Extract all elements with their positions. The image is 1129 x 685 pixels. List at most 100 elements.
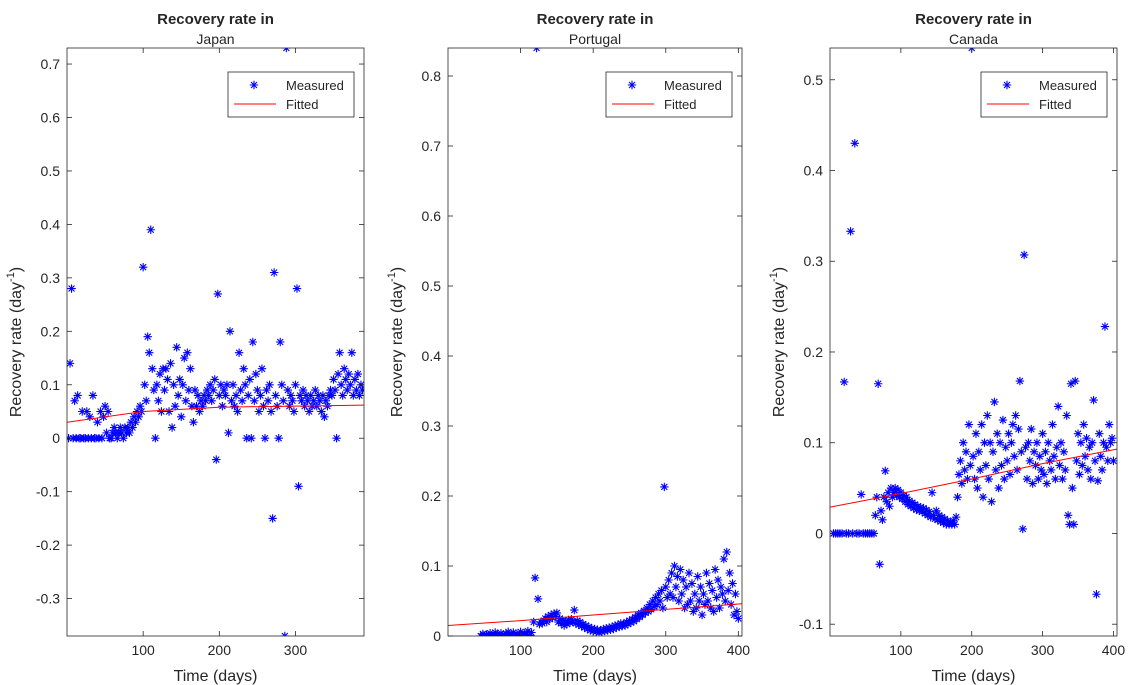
data-point bbox=[269, 268, 279, 277]
measured-series bbox=[476, 48, 742, 636]
chart-subtitle: Canada bbox=[949, 31, 998, 47]
data-point bbox=[323, 401, 332, 411]
data-point bbox=[298, 385, 308, 395]
data-point bbox=[663, 593, 672, 602]
data-point bbox=[306, 391, 315, 400]
data-point bbox=[584, 622, 594, 632]
data-point bbox=[1036, 465, 1046, 475]
x-tick-label: 100 bbox=[131, 642, 155, 658]
data-point bbox=[1055, 461, 1064, 470]
y-tick-label: 0.2 bbox=[804, 344, 824, 360]
legend-label-fitted: Fitted bbox=[286, 97, 319, 112]
data-point bbox=[538, 619, 547, 628]
data-point bbox=[1080, 452, 1090, 461]
data-point bbox=[997, 461, 1006, 470]
data-point bbox=[543, 612, 553, 621]
fitted-line bbox=[830, 448, 1117, 508]
data-point bbox=[1102, 443, 1111, 452]
data-point bbox=[927, 488, 937, 497]
data-point bbox=[196, 396, 206, 405]
data-point bbox=[571, 619, 580, 628]
data-point bbox=[998, 415, 1008, 425]
data-point bbox=[657, 586, 666, 595]
data-point bbox=[161, 364, 171, 373]
y-tick-label: 0.5 bbox=[804, 72, 824, 88]
data-point bbox=[575, 617, 585, 627]
data-point bbox=[315, 396, 325, 405]
data-point bbox=[545, 615, 554, 624]
y-tick-label: 0.7 bbox=[41, 56, 61, 72]
data-point bbox=[679, 575, 688, 585]
data-point bbox=[135, 401, 145, 411]
data-point bbox=[204, 391, 213, 400]
data-point bbox=[96, 407, 105, 416]
data-point bbox=[917, 507, 927, 516]
data-point bbox=[1063, 511, 1073, 520]
axes-box bbox=[447, 47, 743, 637]
data-point bbox=[724, 586, 733, 595]
data-point bbox=[1088, 438, 1097, 447]
data-point bbox=[205, 380, 215, 389]
data-point bbox=[192, 401, 201, 411]
plot-1: Recovery rate in Portugal 100 200 300 400 0 0.1… bbox=[386, 11, 750, 685]
data-point bbox=[873, 379, 883, 388]
data-point bbox=[1048, 420, 1057, 429]
data-point bbox=[169, 380, 178, 389]
y-tick-label: 0 bbox=[433, 628, 441, 644]
data-point bbox=[920, 509, 930, 518]
data-point bbox=[113, 434, 122, 443]
data-point bbox=[642, 603, 652, 613]
data-point bbox=[978, 492, 988, 502]
data-point bbox=[671, 582, 681, 592]
data-point bbox=[1027, 424, 1036, 434]
data-point bbox=[990, 397, 999, 407]
data-point bbox=[546, 610, 556, 620]
data-point bbox=[1017, 447, 1026, 456]
data-point bbox=[932, 506, 941, 515]
data-point bbox=[1029, 447, 1039, 456]
data-point bbox=[641, 608, 650, 618]
data-point bbox=[251, 369, 261, 379]
data-point bbox=[581, 621, 591, 630]
data-point bbox=[260, 434, 270, 443]
data-point bbox=[164, 407, 174, 416]
data-point bbox=[303, 396, 312, 405]
data-point bbox=[705, 579, 714, 588]
data-point bbox=[570, 605, 579, 615]
data-point bbox=[138, 262, 148, 272]
chart-title: Recovery rate in bbox=[537, 11, 654, 28]
data-point bbox=[973, 483, 982, 493]
data-point bbox=[314, 391, 323, 400]
data-point bbox=[651, 593, 660, 602]
data-point bbox=[504, 627, 513, 636]
data-point bbox=[940, 514, 949, 524]
data-point bbox=[190, 385, 200, 395]
data-point bbox=[309, 396, 318, 405]
data-point bbox=[615, 622, 624, 632]
data-point bbox=[245, 375, 254, 384]
data-point bbox=[981, 461, 991, 470]
data-layer bbox=[830, 48, 1117, 599]
data-point bbox=[980, 438, 989, 447]
data-point bbox=[966, 461, 975, 470]
data-point bbox=[529, 617, 538, 627]
data-point bbox=[1056, 438, 1066, 447]
data-point bbox=[934, 511, 944, 520]
data-point bbox=[552, 608, 562, 618]
data-point bbox=[1090, 456, 1100, 466]
data-point bbox=[1095, 429, 1104, 438]
data-point bbox=[221, 391, 230, 400]
data-point bbox=[574, 620, 583, 629]
y-axis-label-main: Recovery rate (day bbox=[8, 282, 25, 417]
y-axis-label-close: ) bbox=[771, 267, 788, 272]
data-point bbox=[644, 607, 653, 616]
data-point bbox=[212, 455, 221, 464]
data-point bbox=[568, 617, 578, 627]
data-point bbox=[304, 407, 314, 416]
data-point bbox=[883, 488, 893, 497]
legend: Measured Fitted bbox=[605, 71, 733, 118]
x-tick-label: 200 bbox=[960, 642, 984, 658]
legend-marker-measured bbox=[249, 80, 259, 90]
data-point bbox=[1046, 465, 1056, 475]
data-point bbox=[152, 380, 162, 389]
